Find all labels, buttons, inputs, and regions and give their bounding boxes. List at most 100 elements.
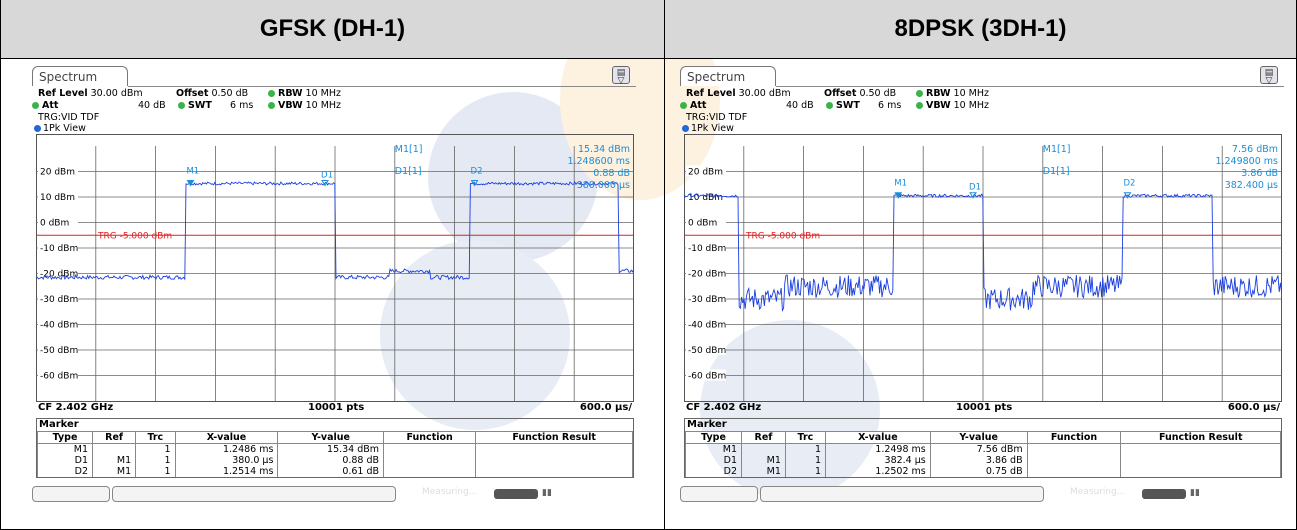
marker-cell: 1 xyxy=(784,455,826,466)
marker-cell xyxy=(475,455,633,466)
marker-readout: D1[1] xyxy=(395,166,422,177)
softkey-button[interactable] xyxy=(32,486,110,502)
tab-spectrum[interactable]: Spectrum xyxy=(680,66,776,86)
marker-table-row[interactable]: M1 1 1.2486 ms 15.34 dBm xyxy=(36,443,633,455)
marker-cell xyxy=(475,466,633,477)
message-field xyxy=(112,486,396,502)
marker-triangle xyxy=(470,179,479,187)
column-header: Trc xyxy=(135,431,176,444)
sweep-points: 10001 pts xyxy=(956,402,1013,413)
column-header: Type xyxy=(36,431,94,444)
tab-spectrum[interactable]: Spectrum xyxy=(32,66,128,86)
time-per-division: 600.0 µs/ xyxy=(579,402,632,413)
header-gfsk: GFSK (DH-1) xyxy=(1,0,664,59)
softkey-button[interactable] xyxy=(680,486,758,502)
trace-line xyxy=(36,180,634,281)
y-tick-label: -60 dBm xyxy=(688,372,726,382)
marker-triangle xyxy=(969,192,977,199)
marker-cell xyxy=(1120,455,1281,466)
marker-table-row[interactable]: M1 1 1.2498 ms 7.56 dBm xyxy=(684,443,1281,455)
marker-cell xyxy=(1026,455,1122,466)
marker-table-header: Type Ref Trc X-value Y-value Function Function… xyxy=(684,431,1281,444)
y-tick-label: 20 dBm xyxy=(40,168,75,178)
marker-cell xyxy=(383,443,477,455)
display-config-icon[interactable]: ▤ ▽ xyxy=(1260,66,1278,86)
marker-cell: D1 xyxy=(684,455,743,466)
column-header: Trc xyxy=(784,431,826,444)
trace-line xyxy=(684,193,1282,312)
marker-cell: 1 xyxy=(784,466,826,477)
trigger-setting: TRG:VID TDF xyxy=(38,112,100,123)
spectrum-plot: 20 dBm 10 dBm 0 dBm -10 dBm -20 dBm -30 dBm -4… xyxy=(684,134,1282,402)
offset-setting: Offset 0.50 dB xyxy=(824,88,897,99)
marker-cell xyxy=(1026,443,1122,455)
tab-divider xyxy=(128,86,636,87)
marker-symbol: D2 xyxy=(1124,179,1136,189)
sweep-points: 10001 pts xyxy=(308,402,365,413)
att-setting: Att xyxy=(32,100,58,111)
marker-cell: 1.2486 ms xyxy=(174,443,279,455)
battery-icon: ▮▮ xyxy=(542,488,552,498)
plot-footer: CF 2.402 GHz 10001 pts 600.0 µs/ xyxy=(684,402,1282,416)
measuring-status: Measuring... xyxy=(1070,487,1126,497)
marker-triangle xyxy=(321,179,329,187)
marker-readout: 0.88 dB xyxy=(593,168,630,179)
swt-value: 6 ms xyxy=(878,100,902,111)
marker-cell: 1.2498 ms xyxy=(824,443,931,455)
marker-cell: 1 xyxy=(135,466,176,477)
marker-table-row[interactable]: D1 M1 1 380.0 µs 0.88 dB xyxy=(36,455,633,466)
marker-triangle xyxy=(186,179,195,187)
marker-cell: 3.86 dB xyxy=(929,455,1028,466)
measuring-status: Measuring... xyxy=(422,487,478,497)
status-bar: Measuring... ▮▮ xyxy=(680,486,1284,504)
rbw-setting: RBW 10 MHz xyxy=(268,88,341,99)
y-tick-label: 10 dBm xyxy=(40,193,75,203)
progress-bar xyxy=(494,489,538,499)
marker-cell: 0.88 dB xyxy=(277,455,385,466)
marker-readout: D1[1] xyxy=(1043,166,1070,177)
column-header: Y-value xyxy=(277,431,385,444)
swt-value: 6 ms xyxy=(230,100,254,111)
marker-table: Marker Type Ref Trc X-value Y-value Function F… xyxy=(36,418,634,478)
marker-cell: M1 xyxy=(684,443,743,455)
marker-readout: 382.400 µs xyxy=(1225,180,1278,191)
plot-footer: CF 2.402 GHz 10001 pts 600.0 µs/ xyxy=(36,402,634,416)
marker-cell: 1.2514 ms xyxy=(174,466,279,477)
marker-cell: 1 xyxy=(784,443,826,455)
y-tick-label: 20 dBm xyxy=(688,168,723,178)
swt-setting: SWT xyxy=(826,100,860,111)
marker-table-title: Marker xyxy=(687,419,727,430)
marker-symbol: D2 xyxy=(471,166,483,176)
vbw-setting: VBW 10 MHz xyxy=(916,100,989,111)
marker-cell: 15.34 dBm xyxy=(277,443,385,455)
marker-table-row[interactable]: D1 M1 1 382.4 µs 3.86 dB xyxy=(684,455,1281,466)
column-header: Y-value xyxy=(929,431,1028,444)
marker-cell: 1.2502 ms xyxy=(824,466,931,477)
y-tick-label: -50 dBm xyxy=(688,346,726,356)
message-field xyxy=(760,486,1044,502)
att-value: 40 dB xyxy=(138,100,166,111)
marker-cell: 382.4 µs xyxy=(824,455,931,466)
column-header: Function xyxy=(383,431,477,444)
marker-table-header: Type Ref Trc X-value Y-value Function Function… xyxy=(36,431,633,444)
marker-cell xyxy=(383,466,477,477)
column-header: Function Result xyxy=(475,431,633,444)
time-per-division: 600.0 µs/ xyxy=(1227,402,1280,413)
center-frequency: CF 2.402 GHz xyxy=(38,402,114,413)
marker-cell: 0.75 dB xyxy=(929,466,1028,477)
marker-cell xyxy=(1026,466,1122,477)
y-tick-label: -20 dBm xyxy=(40,270,78,280)
att-value: 40 dB xyxy=(786,100,814,111)
marker-triangle xyxy=(1123,192,1132,199)
spectrum-plot: 20 dBm 10 dBm 0 dBm -10 dBm -20 dBm -30 dBm -4… xyxy=(36,134,634,402)
display-config-icon[interactable]: ▤ ▽ xyxy=(612,66,630,86)
marker-cell: M1 xyxy=(741,455,786,466)
tab-divider xyxy=(776,86,1284,87)
column-header: X-value xyxy=(174,431,279,444)
battery-icon: ▮▮ xyxy=(1190,488,1200,498)
y-tick-label: -10 dBm xyxy=(688,244,726,254)
marker-cell: 0.61 dB xyxy=(277,466,385,477)
marker-table-row[interactable]: D2 M1 1 1.2502 ms 0.75 dB xyxy=(684,466,1281,477)
marker-table-row[interactable]: D2 M1 1 1.2514 ms 0.61 dB xyxy=(36,466,633,477)
marker-cell: M1 xyxy=(92,455,137,466)
